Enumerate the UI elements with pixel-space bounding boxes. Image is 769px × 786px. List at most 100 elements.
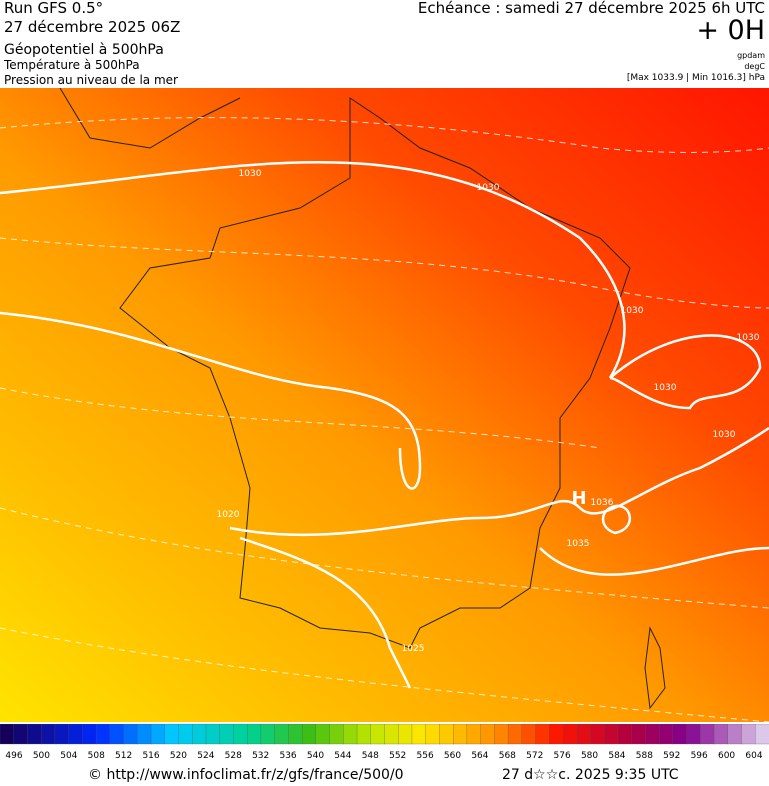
scale-swatch: [27, 724, 42, 745]
scale-swatch: [247, 724, 262, 745]
scale-swatch: [453, 724, 468, 745]
field-label: Pression au niveau de la mer: [4, 73, 178, 87]
scale-swatch: [95, 724, 111, 745]
field-label: Géopotentiel à 500hPa: [4, 42, 164, 58]
scale-tick-label: 504: [60, 751, 77, 761]
isobar-label: 1030: [654, 383, 677, 393]
scale-swatch: [713, 724, 729, 745]
high-pressure-label: H: [571, 488, 586, 509]
scale-swatch: [425, 724, 441, 745]
scale-swatch: [260, 724, 276, 745]
scale-tick-label: 584: [608, 751, 625, 761]
isobar-label: 1030: [713, 430, 736, 440]
scale-swatch: [398, 724, 413, 745]
scale-swatch: [741, 724, 756, 745]
scale-swatch: [411, 724, 427, 745]
scale-swatch: [343, 724, 358, 745]
scale-swatch: [68, 724, 84, 745]
scale-swatch: [356, 724, 372, 745]
scale-swatch: [480, 724, 496, 745]
scale-swatch: [755, 724, 769, 745]
source-url: © http://www.infoclimat.fr/z/gfs/france/…: [88, 767, 404, 783]
scale-tick-label: 580: [581, 751, 598, 761]
color-scale: 496 500 504 508 512 516 520 524 528 532 536 540 544 5…: [0, 724, 769, 761]
scale-swatch: [494, 724, 509, 745]
scale-swatch: [604, 724, 619, 745]
scale-swatch: [109, 724, 125, 745]
isobar-label: 1025: [402, 644, 425, 654]
scale-swatch: [274, 724, 290, 745]
scale-tick-label: 532: [252, 751, 269, 761]
isobars: [0, 160, 769, 689]
scale-tick-label: 576: [554, 751, 571, 761]
scale-swatch: [301, 724, 317, 745]
isobar-label: 1030: [737, 333, 760, 343]
scale-swatch: [13, 724, 29, 745]
scale-swatch: [727, 724, 743, 745]
run-title: Run GFS 0.5°: [4, 0, 104, 17]
scale-swatch: [329, 724, 344, 745]
scale-swatch: [466, 724, 482, 745]
scale-tick-label: 512: [115, 751, 132, 761]
scale-swatch: [233, 724, 248, 745]
scale-swatch: [507, 724, 523, 745]
unit-label: degC: [744, 62, 765, 71]
scale-swatch: [219, 724, 235, 745]
map: 1030 1030 1030 1030 1030 1030 1036 1035 1020 1025…: [0, 88, 769, 722]
scale-tick-label: 592: [663, 751, 680, 761]
scale-swatch: [700, 724, 715, 745]
scale-swatch: [672, 724, 688, 745]
isobar-label: 1030: [477, 183, 500, 193]
scale-tick-label: 524: [197, 751, 214, 761]
scale-tick-label: 544: [334, 751, 351, 761]
field-label: Température à 500hPa: [4, 58, 140, 72]
run-date: 27 décembre 2025 06Z: [4, 18, 181, 36]
scale-swatch: [150, 724, 166, 745]
scale-swatch: [439, 724, 454, 745]
scale-swatch: [617, 724, 633, 745]
scale-tick-label: 520: [170, 751, 187, 761]
scale-tick-label: 500: [33, 751, 50, 761]
scale-swatch: [205, 724, 221, 745]
scale-swatch: [54, 724, 70, 745]
pressure-range: [Max 1033.9 | Min 1016.3] hPa: [626, 73, 765, 83]
scale-swatch: [370, 724, 386, 745]
scale-swatch: [41, 724, 56, 745]
scale-swatch: [0, 724, 15, 745]
scale-tick-label: 588: [636, 751, 653, 761]
isobar-label: 1035: [567, 539, 590, 549]
isobar-label: 1030: [621, 306, 644, 316]
scale-tick-label: 564: [471, 751, 488, 761]
scale-swatch: [562, 724, 578, 745]
scale-swatch: [549, 724, 564, 745]
scale-swatch: [82, 724, 97, 745]
scale-swatch: [192, 724, 207, 745]
scale-swatch: [164, 724, 180, 745]
scale-tick-label: 548: [362, 751, 379, 761]
isobar-label: 1036: [591, 498, 614, 508]
scale-swatch: [535, 724, 550, 745]
scale-tick-label: 568: [499, 751, 516, 761]
scale-tick-label: 560: [444, 751, 461, 761]
scale-tick-label: 596: [691, 751, 708, 761]
isotherms: [0, 117, 769, 722]
scale-tick-label: 556: [417, 751, 434, 761]
scale-swatch: [315, 724, 331, 745]
scale-swatch: [521, 724, 537, 745]
forecast-offset: + 0H: [696, 15, 765, 46]
isobar-label: 1020: [217, 510, 240, 520]
scale-tick-label: 516: [142, 751, 159, 761]
scale-swatch: [576, 724, 592, 745]
scale-swatch: [288, 724, 303, 745]
scale-swatch: [645, 724, 660, 745]
scale-tick-label: 572: [526, 751, 543, 761]
generation-date: 27 d☆☆c. 2025 9:35 UTC: [502, 767, 679, 783]
scale-tick-label: 552: [389, 751, 406, 761]
scale-tick-label: 604: [745, 751, 762, 761]
scale-tick-label: 536: [279, 751, 296, 761]
scale-tick-label: 508: [88, 751, 105, 761]
forecast-time: Echéance : samedi 27 décembre 2025 6h UT…: [417, 0, 765, 17]
isobar-label: 1030: [239, 169, 262, 179]
